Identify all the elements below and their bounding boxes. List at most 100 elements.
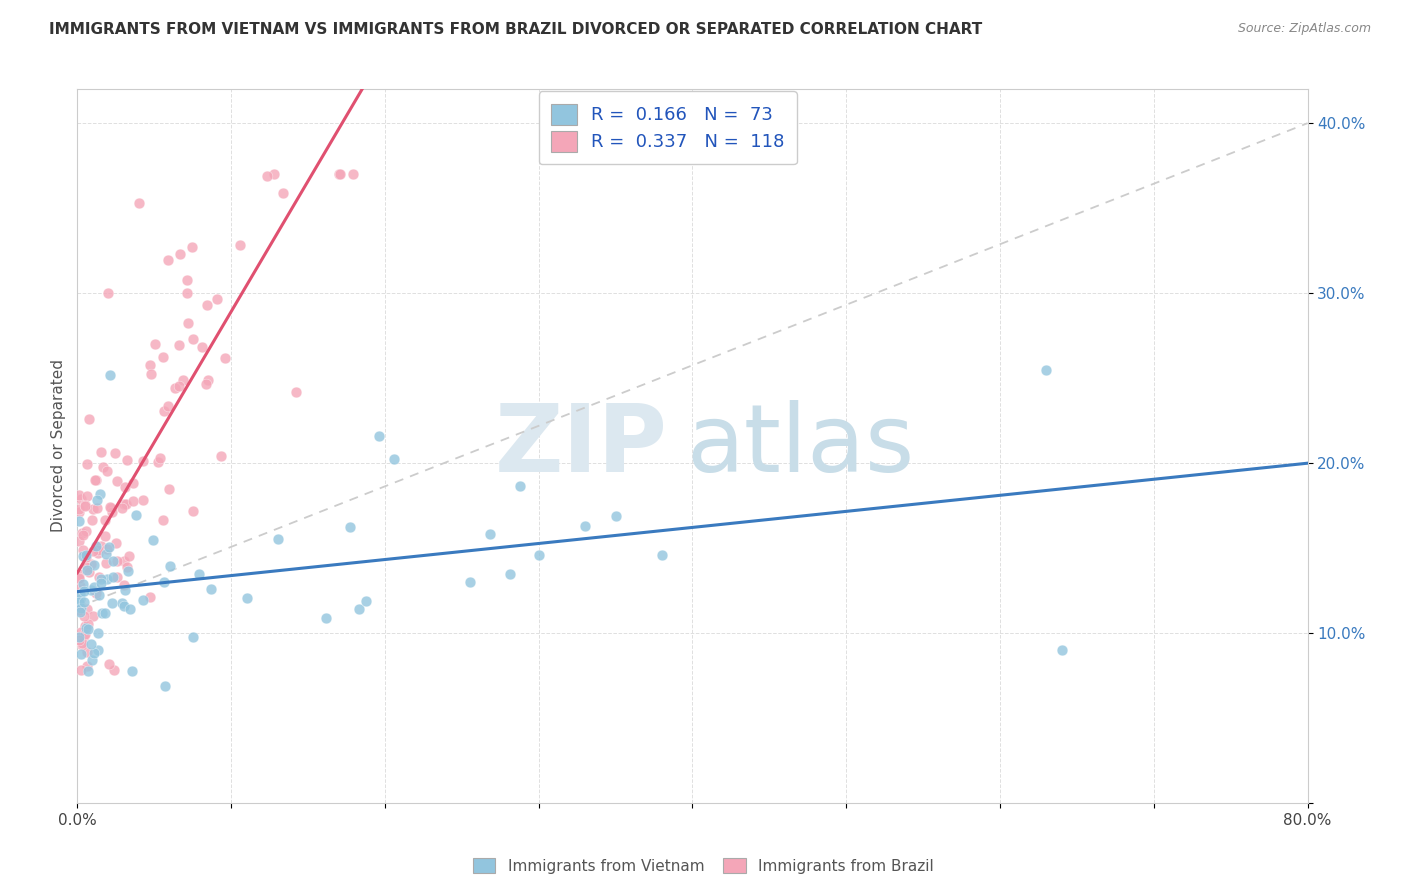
Point (263, 167, 285, 181)
Text: atlas: atlas (686, 400, 914, 492)
Point (114, 583, 136, 598)
Point (90, 539, 112, 553)
Point (194, 376, 217, 391)
Point (96, 572, 118, 586)
Point (188, 567, 211, 582)
Point (67, 533, 90, 548)
Point (347, 601, 370, 615)
Point (69, 592, 91, 607)
Point (84, 473, 107, 487)
Point (105, 553, 128, 567)
Point (122, 476, 145, 491)
Point (76, 524, 98, 538)
Point (70, 601, 93, 615)
Point (181, 630, 204, 644)
Point (143, 337, 166, 351)
Point (70, 526, 93, 541)
Point (167, 338, 190, 352)
Point (342, 167, 364, 181)
Point (73, 608, 96, 623)
Point (153, 575, 176, 590)
Point (75, 499, 97, 513)
Point (77, 565, 100, 579)
Point (91, 606, 114, 620)
Point (77, 664, 100, 678)
Point (82, 653, 104, 667)
Point (197, 373, 219, 387)
Point (176, 273, 198, 287)
Point (159, 558, 181, 573)
Point (163, 381, 186, 395)
Point (651, 548, 673, 562)
Point (131, 454, 153, 468)
Point (67, 567, 90, 582)
Point (70, 491, 93, 506)
Point (458, 575, 481, 590)
Point (273, 186, 295, 200)
Point (82, 544, 104, 558)
Point (76, 623, 98, 637)
Point (73, 627, 96, 641)
Point (111, 595, 134, 609)
Point (209, 449, 232, 463)
Point (236, 591, 259, 605)
Point (156, 399, 179, 413)
Point (89, 487, 111, 501)
Point (101, 505, 124, 519)
Point (84, 585, 107, 599)
Point (76, 658, 98, 673)
Point (152, 513, 174, 527)
Point (118, 549, 141, 563)
Point (527, 548, 550, 562)
Point (105, 536, 128, 550)
Point (76, 563, 98, 577)
Point (75, 548, 97, 562)
Point (339, 520, 361, 534)
Point (86, 500, 108, 515)
Point (93, 529, 115, 543)
Point (73, 583, 96, 598)
Point (67, 505, 90, 519)
Point (87, 626, 110, 640)
Point (97, 286, 120, 301)
Point (67, 603, 90, 617)
Point (80, 557, 103, 571)
Point (104, 446, 127, 460)
Point (83, 646, 105, 660)
Point (76, 489, 98, 503)
Point (152, 350, 174, 364)
Point (115, 497, 138, 511)
Point (83, 558, 105, 573)
Point (1035, 362, 1057, 376)
Point (67, 502, 90, 516)
Point (67, 514, 90, 528)
Point (110, 501, 132, 516)
Point (73, 629, 96, 643)
Point (90, 575, 112, 590)
Point (72, 542, 94, 557)
Point (76, 617, 98, 632)
Point (96, 556, 118, 570)
Point (98, 368, 121, 382)
Point (77, 412, 100, 426)
Point (153, 404, 176, 418)
Point (94, 513, 117, 527)
Point (76, 560, 98, 574)
Point (328, 167, 350, 181)
Point (83, 580, 105, 594)
Point (159, 482, 181, 496)
Point (200, 582, 222, 597)
Point (67, 572, 90, 586)
Point (142, 533, 165, 547)
Point (72, 527, 94, 541)
Point (69, 579, 91, 593)
Point (101, 596, 124, 610)
Point (73, 619, 96, 633)
Point (132, 492, 155, 507)
Point (75, 550, 97, 565)
Point (90, 444, 112, 458)
Point (125, 508, 148, 522)
Point (82, 609, 104, 624)
Point (98, 540, 121, 554)
Point (139, 590, 162, 604)
